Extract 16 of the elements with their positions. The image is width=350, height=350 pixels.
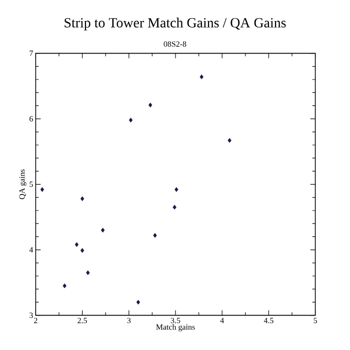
point [62, 283, 66, 288]
point [200, 74, 204, 80]
point [80, 196, 84, 202]
point [153, 232, 157, 238]
point [86, 270, 90, 276]
point [128, 118, 133, 123]
point [100, 228, 105, 233]
chart-title: Strip to Tower Match Gains / QA Gains [64, 18, 286, 30]
point [40, 187, 44, 192]
point [172, 204, 176, 210]
point [74, 242, 79, 247]
point [136, 300, 140, 305]
point [148, 102, 152, 108]
point [80, 248, 84, 253]
point [228, 138, 232, 143]
point [174, 187, 178, 192]
